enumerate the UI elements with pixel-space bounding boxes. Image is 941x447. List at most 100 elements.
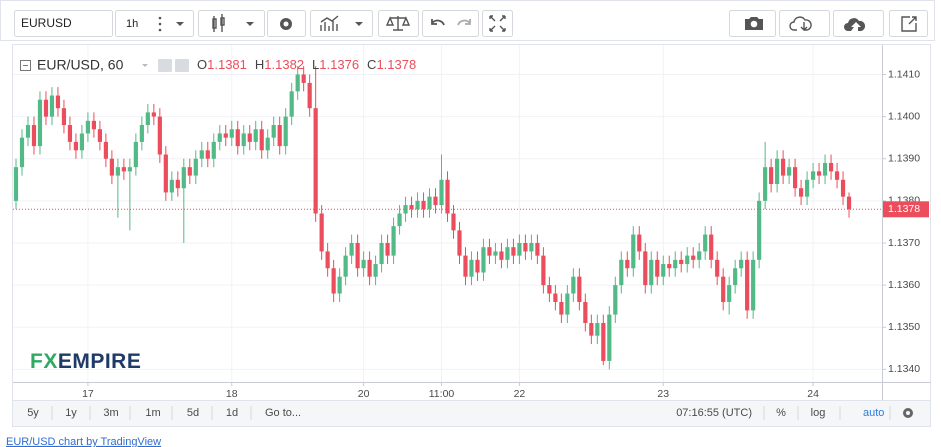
interval[interactable]: 1h — [126, 18, 138, 30]
candle-body — [229, 129, 234, 138]
candle-body — [337, 276, 342, 294]
candle-body — [217, 133, 222, 142]
ohlc-value: 1.1381 — [207, 57, 247, 72]
candle-body — [445, 179, 450, 214]
candle-body — [313, 108, 318, 214]
last-price-label: 1.1378 — [888, 203, 920, 215]
candle-body — [127, 167, 132, 172]
range-button[interactable]: 5y — [27, 407, 39, 419]
candle-body — [733, 268, 738, 286]
candle-body — [703, 234, 708, 252]
chart-title: EUR/USD, 60 — [37, 57, 124, 73]
candle-body — [475, 259, 480, 273]
candle-body — [804, 179, 810, 197]
candle-body — [223, 133, 228, 138]
candle-body — [834, 171, 840, 180]
candle-body — [769, 167, 774, 185]
chart-style-button[interactable] — [198, 10, 265, 37]
x-tick-label: 24 — [807, 388, 819, 400]
candle-body — [409, 205, 414, 210]
candle-body — [73, 141, 79, 151]
candle-body — [145, 112, 150, 126]
candle-body — [798, 188, 804, 197]
candle-body — [175, 179, 180, 189]
candle-body — [403, 205, 408, 214]
candle-body — [691, 255, 696, 260]
settings-icon[interactable] — [175, 59, 189, 72]
auto-scale[interactable]: auto — [863, 407, 884, 419]
candle-body — [259, 129, 264, 151]
range-button[interactable]: 3m — [103, 407, 118, 419]
range-button[interactable]: 1y — [65, 407, 77, 419]
candle-body — [385, 242, 390, 256]
popout-button[interactable] — [889, 10, 928, 37]
range-button[interactable]: 1m — [145, 407, 160, 419]
candle-body — [505, 247, 510, 260]
candle-body — [331, 268, 336, 294]
candle-body — [667, 264, 672, 269]
candle-body — [31, 125, 37, 147]
candle-body — [607, 314, 612, 361]
candle-body — [253, 129, 258, 142]
goto-button[interactable]: Go to... — [265, 407, 301, 419]
plot: 1.13401.13501.13601.13701.13801.13901.14… — [13, 45, 929, 400]
candle-body — [211, 141, 216, 159]
candle-body — [55, 95, 61, 109]
candle-body — [810, 171, 816, 180]
settings-gear-hole — [906, 411, 910, 415]
candle-body — [613, 285, 618, 315]
undo-redo[interactable] — [422, 10, 479, 37]
candle-body — [439, 179, 444, 206]
footer-link[interactable]: EUR/USD chart by TradingView — [6, 436, 161, 447]
clock: 07:16:55 (UTC) — [676, 407, 752, 419]
candle-body — [751, 259, 756, 311]
candle-body — [697, 251, 702, 260]
candle-body — [631, 234, 636, 269]
candle-body — [103, 141, 108, 159]
candle-body — [97, 129, 102, 142]
ohlc-value: 1.1382 — [264, 57, 304, 72]
interval-box[interactable] — [115, 10, 194, 37]
log-scale[interactable]: log — [811, 407, 826, 419]
symbol[interactable]: EURUSD — [21, 16, 72, 30]
candle-body — [151, 112, 156, 117]
candle-body — [451, 213, 456, 231]
candle-body — [295, 74, 300, 92]
candle-body — [745, 259, 750, 311]
candle-body — [115, 167, 120, 176]
candle-body — [739, 259, 744, 269]
candle-body — [655, 259, 660, 277]
ohlc-label: C — [367, 57, 376, 72]
candle-body — [163, 154, 168, 193]
fullscreen-button[interactable] — [482, 10, 513, 37]
candle-body — [679, 259, 684, 265]
eye-icon[interactable] — [158, 59, 172, 72]
candle-body — [247, 133, 252, 142]
ohlc-label: L — [312, 57, 319, 72]
candle-body — [781, 158, 786, 176]
candle-body — [625, 259, 630, 269]
candle-body — [846, 196, 852, 210]
bottom-bar — [12, 400, 931, 427]
candle-body — [157, 116, 162, 155]
candle-body — [301, 74, 306, 83]
candle-body — [361, 259, 366, 269]
symbol-box[interactable] — [14, 10, 113, 37]
watermark-prefix: FX — [30, 350, 58, 373]
y-tick-label: 1.1400 — [888, 110, 920, 122]
candle-body — [463, 255, 468, 277]
candle-body — [822, 162, 828, 176]
range-button[interactable]: 5d — [187, 407, 199, 419]
range-button[interactable]: 1d — [226, 407, 238, 419]
candle-body — [121, 167, 126, 172]
x-tick-label: 22 — [514, 388, 526, 400]
candle-body — [85, 120, 91, 134]
percent-scale[interactable]: % — [776, 407, 786, 419]
candle-body — [13, 167, 19, 201]
candle-body — [553, 293, 558, 302]
indicators-button[interactable] — [310, 10, 373, 37]
ohlc-value: 1.1378 — [376, 57, 416, 72]
ohlc-label: O — [197, 57, 207, 72]
candle-body — [535, 242, 540, 256]
candle-body — [727, 285, 732, 302]
